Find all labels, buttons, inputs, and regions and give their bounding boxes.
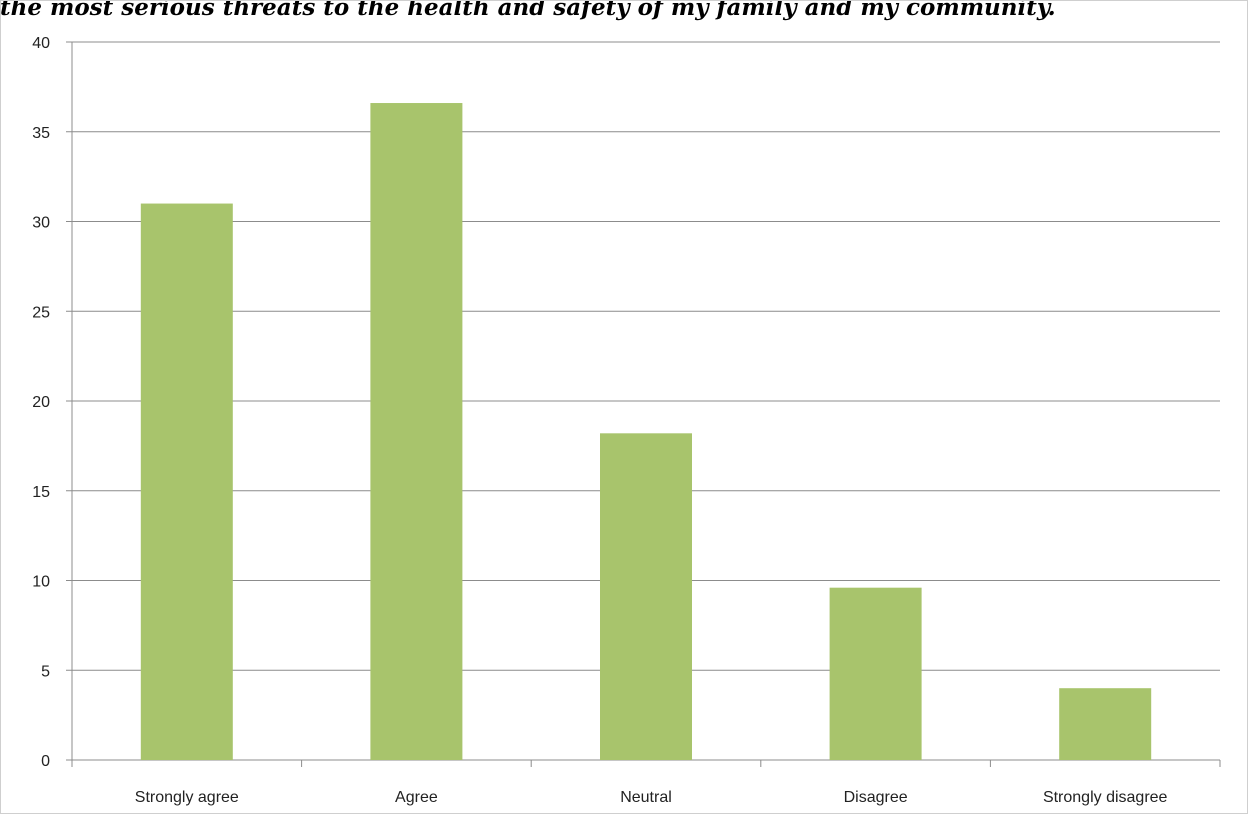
x-tick-label-strongly-disagree: Strongly disagree [1043,789,1168,806]
bar-neutral [600,433,692,760]
x-tick-label-disagree: Disagree [844,789,908,806]
bar-agree [370,103,463,760]
y-tick-label-25: 25 [32,304,50,321]
y-tick-label-5: 5 [41,663,50,680]
y-tick-label-35: 35 [32,125,50,142]
chart-title: the most serious threats to the health a… [0,0,1056,21]
x-tick-label-neutral: Neutral [620,789,672,806]
x-tick-label-agree: Agree [395,789,438,806]
bar-strongly-disagree [1059,688,1152,760]
y-tick-label-0: 0 [41,753,50,770]
x-tick-label-strongly-agree: Strongly agree [135,789,239,806]
y-tick-label-40: 40 [32,35,50,52]
y-tick-label-30: 30 [32,215,50,232]
y-tick-label-15: 15 [32,484,50,501]
bar-strongly-agree [140,203,233,761]
y-tick-label-20: 20 [32,394,50,411]
bar-disagree [829,587,922,760]
y-tick-label-10: 10 [32,574,50,591]
